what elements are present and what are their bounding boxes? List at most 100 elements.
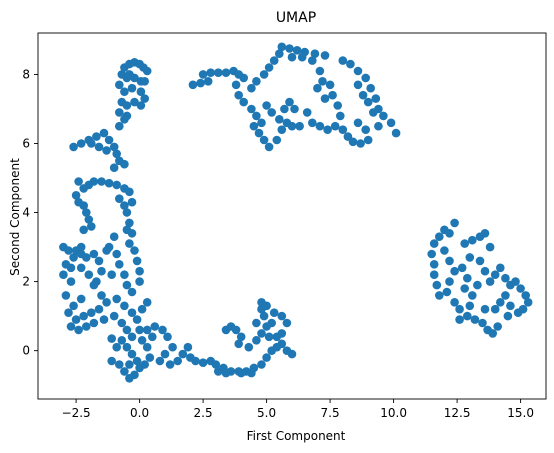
data-point bbox=[87, 308, 96, 318]
data-point bbox=[109, 142, 119, 152]
data-point bbox=[475, 256, 485, 266]
data-point bbox=[99, 128, 109, 138]
chart-title: UMAP bbox=[276, 10, 316, 26]
data-point bbox=[356, 139, 365, 148]
data-point bbox=[348, 137, 358, 147]
data-point bbox=[183, 342, 193, 352]
data-point bbox=[478, 318, 487, 328]
data-point bbox=[247, 83, 256, 93]
data-point bbox=[109, 311, 119, 321]
data-point bbox=[155, 356, 165, 366]
data-point bbox=[353, 80, 363, 90]
data-point bbox=[97, 177, 106, 186]
data-point bbox=[59, 270, 68, 280]
data-point bbox=[66, 263, 76, 273]
data-point bbox=[142, 66, 152, 76]
data-point bbox=[127, 308, 137, 318]
data-point bbox=[267, 108, 277, 117]
data-point bbox=[292, 46, 302, 55]
data-point bbox=[132, 256, 142, 266]
data-point bbox=[79, 201, 88, 210]
data-point bbox=[97, 291, 106, 300]
data-point bbox=[61, 291, 71, 300]
data-point bbox=[429, 270, 439, 280]
data-point bbox=[363, 135, 373, 145]
data-point bbox=[353, 118, 363, 128]
data-point bbox=[102, 246, 111, 255]
data-point bbox=[506, 301, 515, 311]
x-tick-label: 15.0 bbox=[507, 406, 534, 420]
data-point bbox=[247, 104, 256, 114]
data-point bbox=[523, 298, 533, 307]
data-point bbox=[501, 273, 510, 283]
data-point bbox=[254, 128, 264, 138]
data-point bbox=[125, 360, 134, 369]
data-point bbox=[259, 135, 269, 145]
data-point bbox=[127, 349, 137, 359]
data-point bbox=[117, 318, 127, 328]
data-point bbox=[136, 87, 146, 96]
data-point bbox=[135, 325, 144, 335]
data-point bbox=[247, 368, 256, 378]
data-point bbox=[280, 104, 289, 114]
data-point bbox=[511, 277, 520, 286]
data-point bbox=[186, 353, 195, 362]
data-point bbox=[257, 329, 266, 338]
data-point bbox=[450, 266, 459, 276]
data-point bbox=[429, 239, 439, 248]
data-point bbox=[338, 56, 348, 65]
data-point bbox=[501, 291, 510, 300]
x-tick-label: 0.0 bbox=[130, 406, 149, 420]
data-point bbox=[297, 52, 307, 62]
data-point bbox=[313, 83, 322, 93]
data-point bbox=[122, 342, 132, 352]
data-point bbox=[117, 336, 127, 345]
data-point bbox=[82, 208, 91, 217]
data-point bbox=[122, 325, 132, 335]
data-point bbox=[302, 108, 312, 117]
data-point bbox=[463, 273, 472, 283]
data-point bbox=[287, 52, 297, 62]
data-point bbox=[221, 368, 231, 378]
data-point bbox=[112, 249, 121, 259]
y-tick-label: 8 bbox=[22, 67, 30, 81]
data-point bbox=[76, 139, 86, 148]
data-point bbox=[165, 360, 175, 369]
data-point bbox=[135, 277, 144, 286]
data-point bbox=[440, 246, 449, 255]
data-point bbox=[115, 121, 124, 131]
y-axis-label: Second Component bbox=[8, 158, 22, 276]
data-point bbox=[346, 59, 355, 69]
data-point bbox=[330, 121, 340, 131]
data-point bbox=[318, 77, 327, 86]
data-point bbox=[358, 90, 368, 100]
data-point bbox=[262, 101, 271, 110]
data-point bbox=[120, 87, 129, 96]
data-point bbox=[109, 163, 119, 172]
data-point bbox=[125, 239, 134, 248]
data-point bbox=[262, 301, 271, 311]
data-point bbox=[231, 80, 241, 90]
data-point bbox=[455, 315, 464, 324]
y-tick-label: 4 bbox=[22, 206, 30, 220]
data-point bbox=[320, 51, 330, 60]
data-point bbox=[120, 301, 129, 311]
data-point bbox=[287, 121, 297, 131]
data-point bbox=[480, 266, 490, 276]
data-point bbox=[142, 298, 152, 307]
data-point bbox=[315, 121, 325, 131]
data-point bbox=[371, 94, 381, 103]
x-tick-label: 7.5 bbox=[321, 406, 340, 420]
data-point bbox=[252, 336, 261, 345]
data-point bbox=[272, 332, 282, 342]
data-point bbox=[264, 63, 274, 72]
data-point bbox=[142, 325, 152, 335]
data-point bbox=[122, 101, 132, 110]
data-point bbox=[391, 128, 401, 138]
data-point bbox=[236, 368, 246, 378]
data-point bbox=[89, 318, 99, 328]
data-point bbox=[308, 118, 317, 128]
data-point bbox=[122, 208, 132, 217]
data-point bbox=[369, 108, 378, 117]
data-point bbox=[132, 356, 142, 366]
